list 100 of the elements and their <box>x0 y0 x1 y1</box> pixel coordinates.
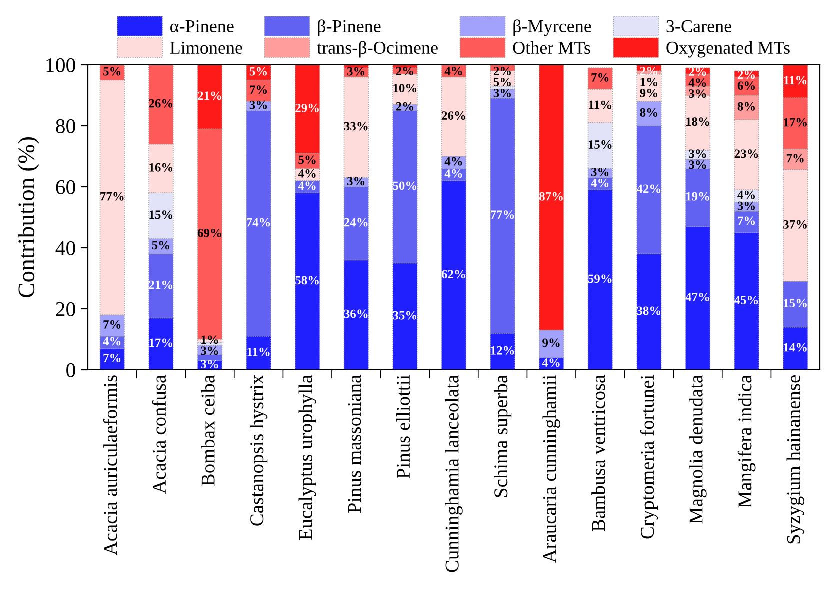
data-label: 8% <box>738 102 756 111</box>
legend-label: Oxygenated MTs <box>666 41 790 58</box>
legend-label: Limonene <box>170 42 242 54</box>
data-label: 2% <box>738 70 756 80</box>
data-label: 69% <box>198 228 222 238</box>
data-label: 3% <box>494 88 512 98</box>
data-label: 7% <box>592 73 609 82</box>
x-tick-label: Pinus massoniana <box>348 375 362 514</box>
data-label: 7% <box>250 86 268 94</box>
x-tick-label: Cunninghamia lanceolata <box>445 375 463 572</box>
data-label: 12% <box>491 346 514 355</box>
data-label: 4% <box>103 337 121 346</box>
data-label: 74% <box>247 218 270 227</box>
data-label: 36% <box>344 310 368 318</box>
data-label: 42% <box>636 184 661 194</box>
data-label: 59% <box>588 274 612 284</box>
x-tick-label: Bombax ceiba <box>201 375 215 486</box>
data-label: 16% <box>150 163 173 172</box>
data-label: 17% <box>784 118 807 127</box>
data-label: 2% <box>689 68 706 76</box>
data-label: 4% <box>542 358 560 368</box>
legend-label: 3-Carene <box>666 20 732 33</box>
data-label: 8% <box>640 108 658 117</box>
x-tick-label: Castanopsis hystrix <box>250 375 268 526</box>
data-label: 50% <box>393 182 417 190</box>
x-tick-label: Acacia confusa <box>152 375 166 494</box>
data-label: 5% <box>298 156 316 164</box>
data-label: 2% <box>396 102 414 111</box>
y-tick-label: 40 <box>56 241 76 256</box>
data-label: 3% <box>689 160 706 170</box>
data-label: 7% <box>786 154 804 163</box>
legend-label: trans-β-Ocimene <box>317 41 438 58</box>
data-label: 9% <box>542 338 560 348</box>
data-label: 4% <box>444 169 462 178</box>
data-label: 23% <box>734 150 758 158</box>
data-label: 4% <box>298 182 316 190</box>
data-label: 4% <box>591 178 609 188</box>
legend-label: β-Myrcene <box>514 20 592 36</box>
data-label: 4% <box>444 157 462 166</box>
data-label: 3% <box>201 346 218 356</box>
x-tick-label: Araucaria cunninghamii <box>542 375 560 564</box>
data-label: 6% <box>738 82 756 90</box>
data-label: 21% <box>198 92 222 100</box>
x-tick-label: Cryptomeria fortunei <box>640 375 658 539</box>
data-label: 5% <box>494 78 512 86</box>
y-tick-label: 20 <box>56 302 76 316</box>
data-label: 5% <box>104 67 121 76</box>
data-label: 77% <box>491 210 514 220</box>
legend-label: β-Pinene <box>318 20 381 36</box>
data-label: 18% <box>686 118 710 126</box>
data-label: 7% <box>104 320 121 329</box>
x-tick-label: Bambusa ventricosa <box>592 375 606 532</box>
legend-label: Other MTs <box>513 41 590 54</box>
data-label: 19% <box>686 192 710 201</box>
data-label: 15% <box>784 299 807 308</box>
data-label: 3% <box>689 90 706 98</box>
x-tick-label: Acacia auriculaeformis <box>103 376 118 556</box>
data-label: 1% <box>640 78 658 86</box>
data-label: 4% <box>444 67 462 76</box>
data-label: 2% <box>396 67 414 76</box>
data-label: 4% <box>298 169 316 178</box>
data-label: 33% <box>344 122 368 131</box>
data-label: 26% <box>149 99 173 108</box>
data-label: 4% <box>738 190 756 200</box>
data-label: 47% <box>686 293 710 302</box>
data-label: 77% <box>100 192 124 201</box>
data-label: 3% <box>689 150 706 158</box>
data-label: 5% <box>250 67 268 76</box>
data-label: 26% <box>442 112 466 120</box>
data-label: 2% <box>494 67 512 76</box>
data-label: 62% <box>442 270 466 279</box>
x-tick-label: Schima superba <box>494 375 512 498</box>
data-label: 17% <box>150 338 173 348</box>
data-label: 15% <box>588 140 612 149</box>
x-tick-label: Eucalyptus urophylla <box>298 375 316 540</box>
data-label: 3% <box>347 177 365 186</box>
data-label: 58% <box>296 276 319 285</box>
y-tick-label: 60 <box>56 180 76 194</box>
x-tick-label: Syzygium hainanense <box>786 376 804 544</box>
data-label: 24% <box>344 218 368 227</box>
y-tick-label: 100 <box>46 58 76 72</box>
data-label: 7% <box>104 354 121 362</box>
data-label: 35% <box>393 311 417 320</box>
data-label: 29% <box>296 104 319 112</box>
x-tick-label: Mangifera indica <box>738 375 756 508</box>
data-label: 11% <box>589 100 612 110</box>
data-label: 5% <box>152 241 170 250</box>
data-label: 7% <box>738 216 756 226</box>
data-label: 3% <box>347 67 365 76</box>
data-label: 38% <box>637 306 661 316</box>
data-label: 45% <box>734 296 758 305</box>
legend-label: α-Pinene <box>170 20 234 33</box>
x-tick-label: Magnolia denudata <box>689 375 707 524</box>
y-tick-label: 0 <box>66 363 76 378</box>
data-label: 37% <box>784 220 807 229</box>
y-tick-label: 80 <box>56 119 76 134</box>
data-label: 4% <box>688 78 706 88</box>
data-label: 14% <box>784 343 807 352</box>
data-label: 10% <box>394 84 417 93</box>
x-tick-label: Pinus elliottii <box>396 375 410 479</box>
